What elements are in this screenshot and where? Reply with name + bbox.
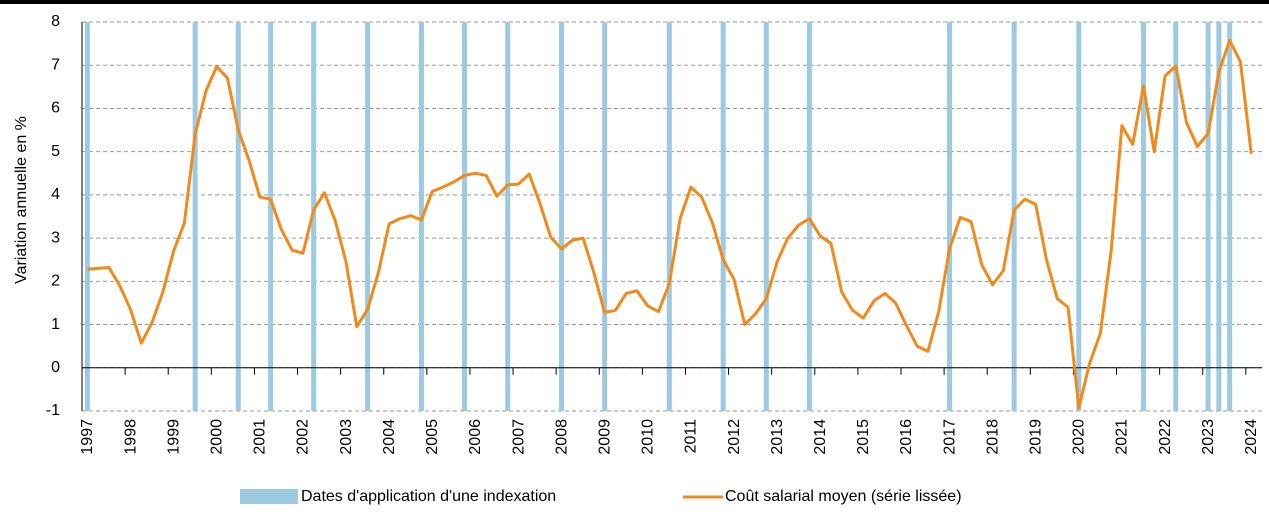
x-tick-label: 2011	[683, 419, 700, 454]
indexation-bar	[1140, 22, 1146, 411]
x-tick-label: 2016	[898, 419, 915, 455]
x-tick-label: 2003	[338, 419, 355, 455]
x-tick-label: 2024	[1243, 419, 1260, 455]
indexation-bar	[462, 22, 468, 411]
indexation-bar	[559, 22, 565, 411]
y-tick-label: -1	[46, 402, 60, 419]
indexation-bar	[1205, 22, 1211, 411]
x-tick-label: 2002	[295, 419, 312, 455]
x-tick-label: 2001	[252, 419, 269, 455]
indexation-bar	[268, 22, 274, 411]
indexation-bar	[1216, 22, 1222, 411]
indexation-bar	[1227, 22, 1233, 411]
y-tick-label: 7	[51, 56, 60, 73]
indexation-bar	[505, 22, 511, 411]
x-tick-label: 2013	[769, 419, 786, 455]
y-tick-label: 4	[51, 186, 60, 203]
x-tick-label: 2020	[1071, 419, 1088, 455]
y-tick-label: 2	[51, 273, 60, 290]
legend-label: Dates d'application d'une indexation	[301, 488, 556, 505]
indexation-bar	[235, 22, 241, 411]
y-tick-label: 0	[51, 359, 60, 376]
y-tick-label: 1	[51, 316, 60, 333]
indexation-bar	[763, 22, 769, 411]
indexation-bar	[602, 22, 608, 411]
indexation-bar	[84, 22, 90, 411]
x-tick-label: 1998	[122, 419, 139, 455]
indexation-bar	[311, 22, 317, 411]
indexation-bar	[1076, 22, 1082, 411]
indexation-bar	[806, 22, 812, 411]
x-tick-label: 2009	[596, 419, 613, 455]
x-tick-label: 2007	[510, 419, 527, 455]
indexation-bar	[365, 22, 371, 411]
x-tick-label: 1997	[79, 419, 96, 455]
x-tick-label: 2000	[209, 419, 226, 455]
x-tick-label: 2019	[1028, 419, 1045, 455]
y-tick-label: 5	[51, 143, 60, 160]
indexation-bar	[666, 22, 672, 411]
x-tick-label: 2017	[941, 419, 958, 455]
indexation-bar	[1173, 22, 1179, 411]
x-tick-label: 2004	[381, 419, 398, 455]
indexation-bar	[720, 22, 726, 411]
y-tick-label: 3	[51, 229, 60, 246]
indexation-bar	[946, 22, 952, 411]
x-tick-label: 2010	[640, 419, 657, 455]
legend-swatch	[240, 489, 298, 504]
x-tick-label: 1999	[165, 419, 182, 455]
y-axis-label: Variation annuelle en %	[13, 116, 30, 284]
x-tick-label: 2021	[1114, 419, 1131, 455]
indexation-bar	[192, 22, 198, 411]
x-tick-label: 2012	[726, 419, 743, 455]
x-tick-label: 2018	[984, 419, 1001, 455]
top-bar	[0, 0, 1269, 4]
x-tick-label: 2005	[424, 419, 441, 455]
x-tick-label: 2023	[1200, 419, 1217, 455]
x-tick-label: 2014	[812, 419, 829, 455]
x-tick-label: 2006	[467, 419, 484, 455]
y-tick-label: 8	[51, 13, 60, 30]
legend-label: Coût salarial moyen (série lissée)	[725, 488, 962, 505]
x-tick-label: 2008	[553, 419, 570, 455]
salary-line	[87, 39, 1253, 410]
x-tick-label: 2015	[855, 419, 872, 455]
y-tick-label: 6	[51, 100, 60, 117]
x-tick-label: 2022	[1157, 419, 1174, 455]
